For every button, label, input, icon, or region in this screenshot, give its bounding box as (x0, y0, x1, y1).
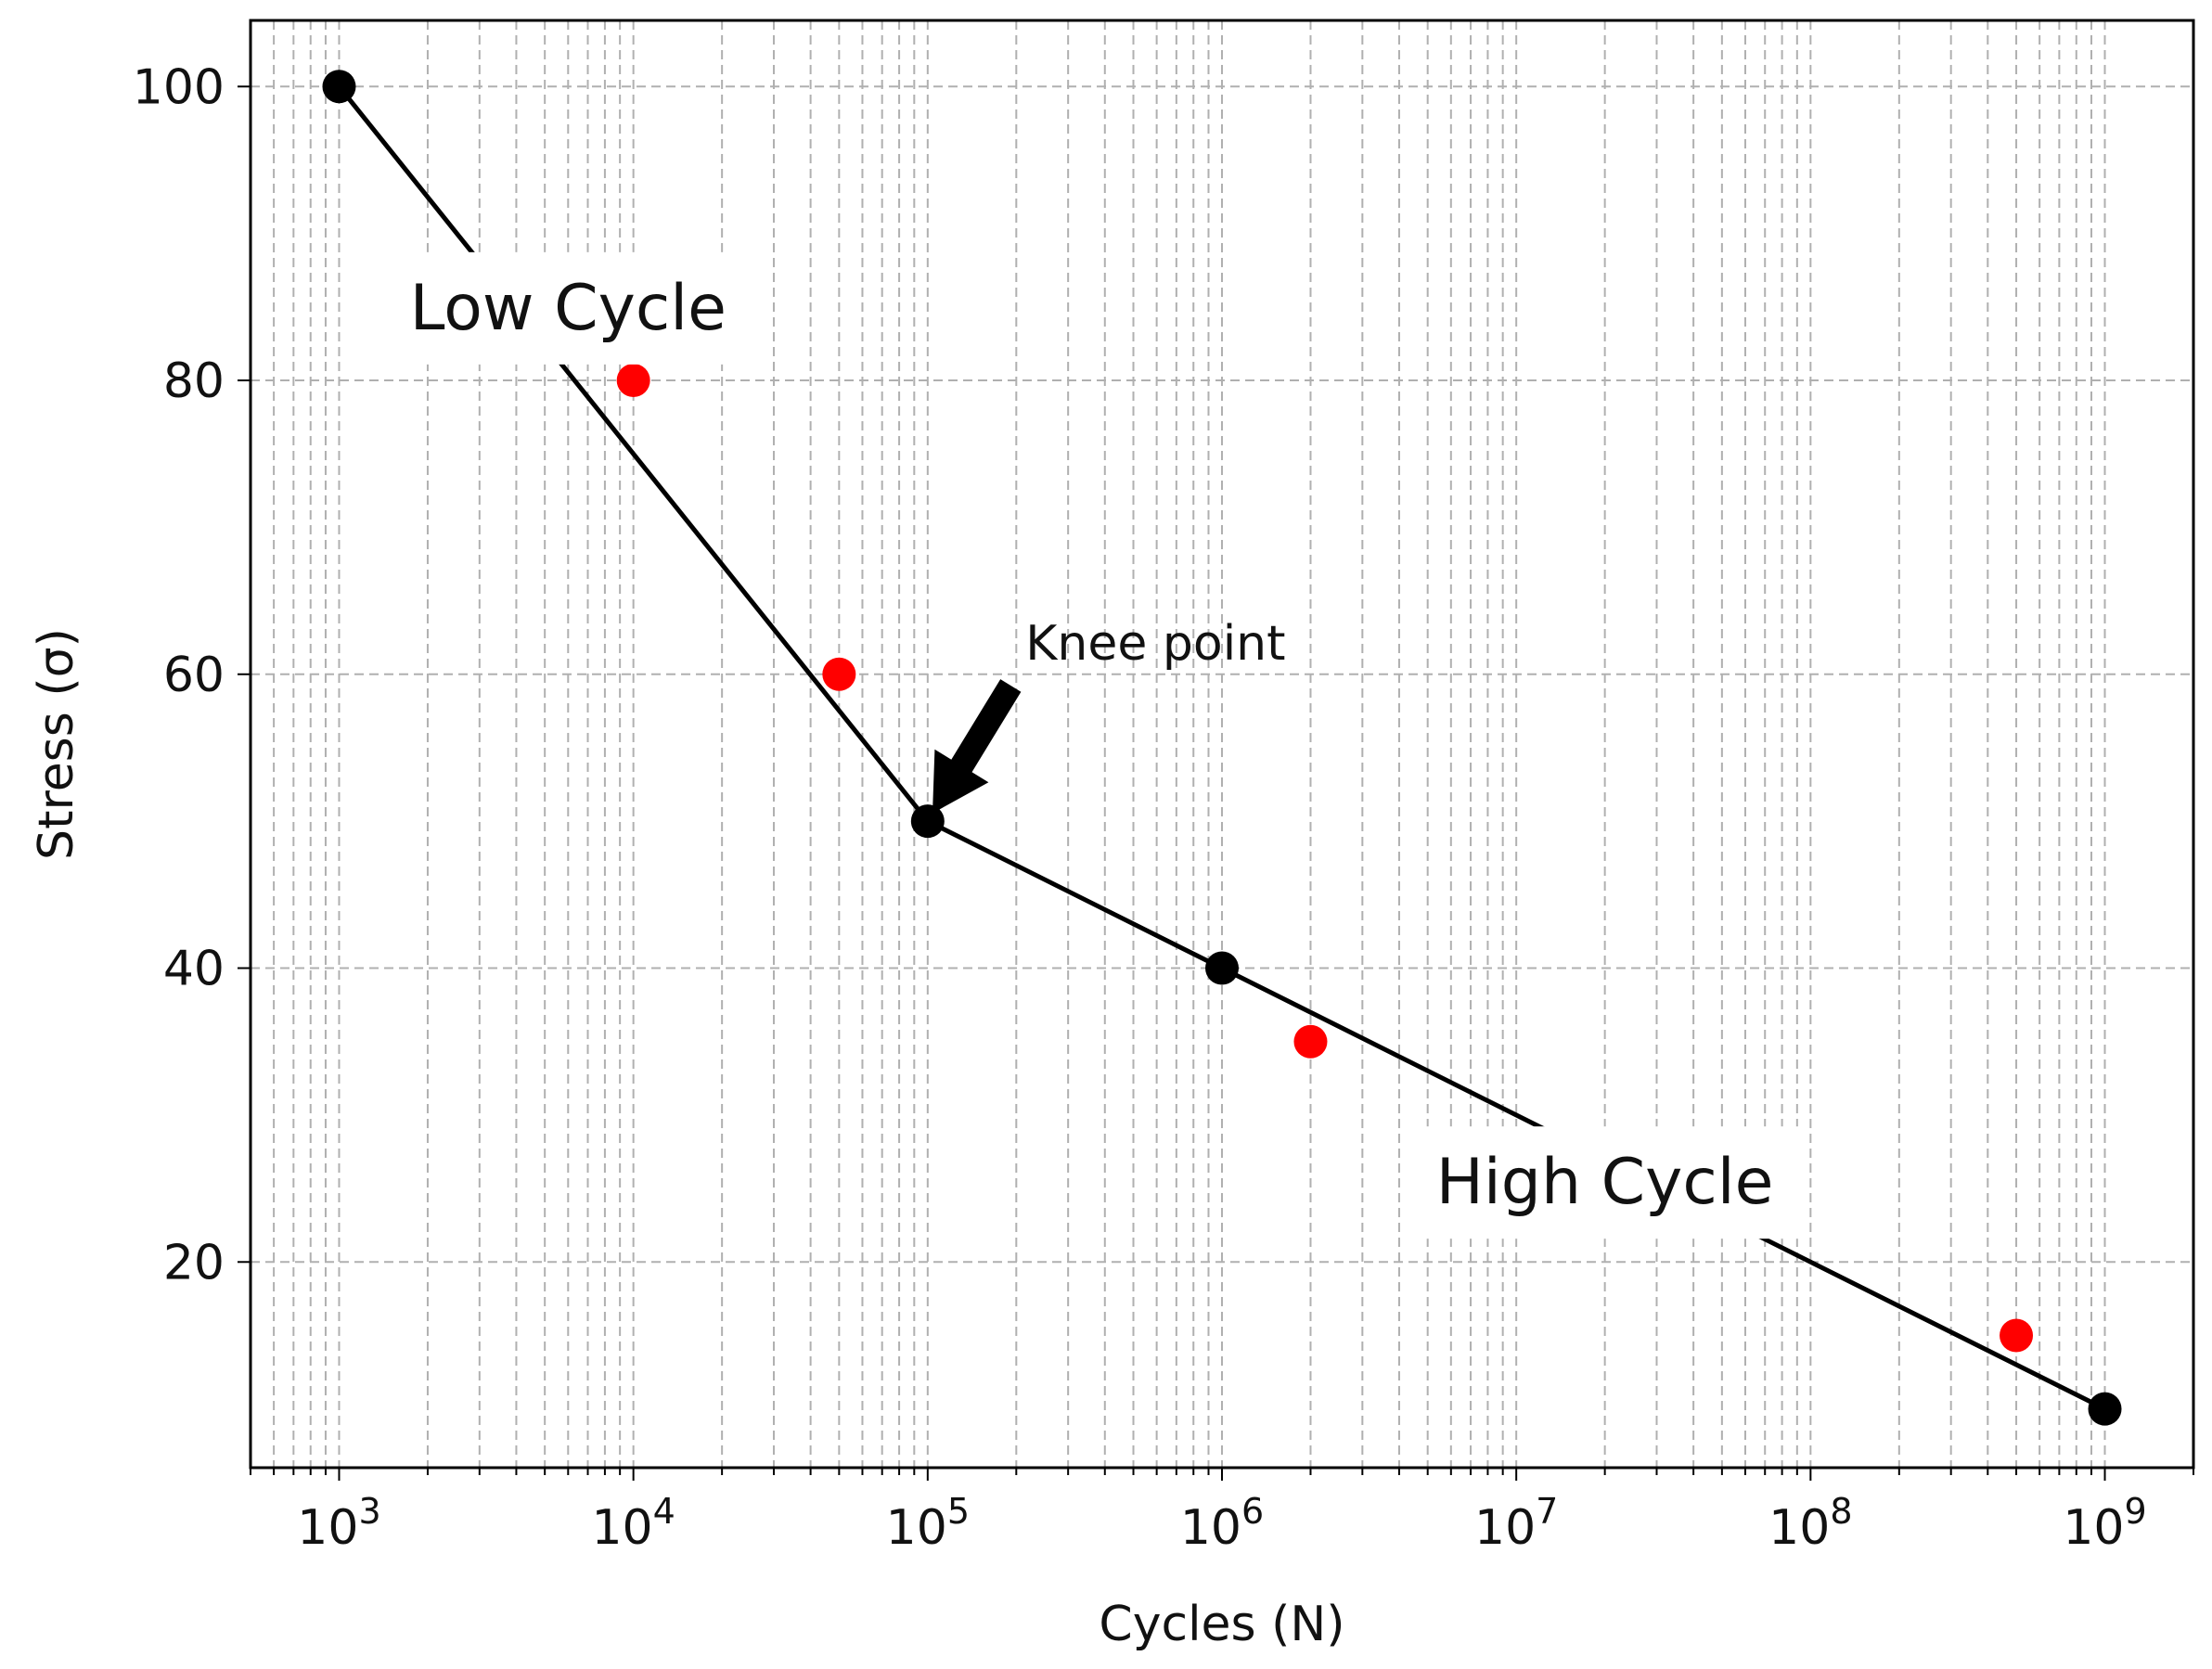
x-tick-label: 107 (1474, 1491, 1558, 1556)
x-tick-label: 104 (591, 1491, 675, 1556)
sn-curve-point (910, 804, 945, 839)
test-data-point (1293, 1024, 1328, 1059)
y-tick-label: 40 (163, 942, 225, 997)
axis-ticks: 103 104 105 106 107 108 109 20 40 60 80 100 (133, 59, 2194, 1556)
x-tick-label: 103 (297, 1491, 380, 1556)
test-data-point (2000, 1318, 2034, 1353)
x-tick-label: 106 (1180, 1491, 1264, 1556)
annotation-layer: Low Cycle High Cycle Knee point (381, 251, 1802, 1239)
x-tick-label: 108 (1768, 1491, 1852, 1556)
high-cycle-label-box (1408, 1126, 1802, 1239)
y-axis-title: Stress (σ) (29, 628, 84, 860)
sn-curve-point (1205, 951, 1239, 985)
x-tick-label: 105 (886, 1491, 970, 1556)
knee-point-arrow (932, 679, 1022, 814)
x-tick-label: 109 (2063, 1491, 2146, 1556)
knee-point-label: Knee point (1025, 616, 1285, 672)
test-data-point (616, 364, 650, 398)
y-tick-label: 100 (133, 59, 225, 115)
y-tick-label: 60 (163, 648, 225, 703)
sn-curve-point (2088, 1392, 2122, 1426)
y-tick-label: 80 (163, 353, 225, 409)
sn-curve-point (322, 70, 356, 104)
test-data-point (822, 657, 856, 691)
high-cycle-label: High Cycle (1436, 1146, 1774, 1219)
low-cycle-label-box (381, 251, 754, 365)
x-axis-title: Cycles (N) (1099, 1597, 1344, 1652)
low-cycle-label: Low Cycle (410, 272, 727, 345)
y-tick-label: 20 (163, 1235, 225, 1290)
